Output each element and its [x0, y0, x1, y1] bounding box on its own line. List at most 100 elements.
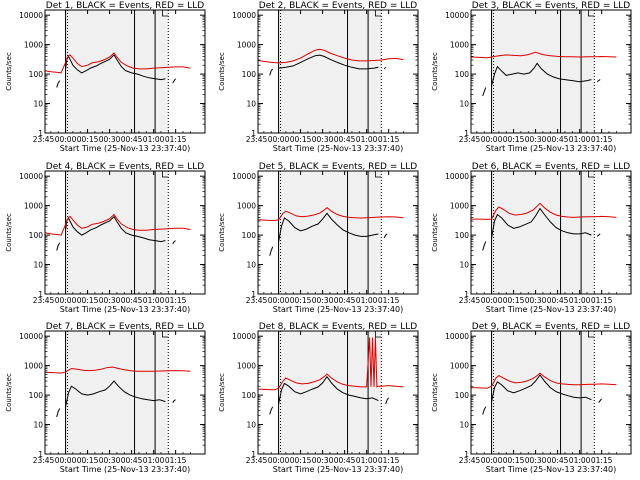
y-axis-label: Counts/sec [218, 213, 226, 252]
events-line-segment-3 [172, 78, 177, 84]
x-tick-label: 01:15 [591, 456, 613, 465]
chart-title: Det 8, BLACK = Events, RED = LLD [259, 322, 418, 332]
x-tick-label: 00:30 [99, 296, 121, 305]
x-tick-label: 01:15 [165, 135, 187, 144]
y-tick-label: 1 [38, 450, 43, 459]
corner-marker [375, 331, 382, 338]
y-tick-label: 1 [38, 129, 43, 138]
y-tick-label: 100 [455, 70, 470, 79]
chart-title: Det 1, BLACK = Events, RED = LLD [46, 1, 205, 11]
x-tick-label: 00:00 [481, 135, 503, 144]
y-tick-label: 10 [459, 100, 469, 109]
chart-panel-9: 1 10 100 1000 10000 23:45 00:00 00:15 00:30 00:45… [431, 322, 632, 474]
x-tick-label: 01:15 [378, 296, 400, 305]
chart-panel-2: 1 10 100 1000 10000 23:45 00:00 00:15 00:30 00:45… [218, 1, 419, 153]
x-axis-label: Start Time (25-Nov-13 23:37:40) [60, 305, 190, 314]
x-axis-label: Start Time (25-Nov-13 23:37:40) [273, 144, 403, 153]
x-tick-label: 00:45 [547, 296, 569, 305]
y-tick-label: 100 [29, 70, 44, 79]
y-tick-label: 10000 [232, 11, 256, 20]
x-axis-label: Start Time (25-Nov-13 23:37:40) [273, 465, 403, 474]
chart-panel-8: 1 10 100 1000 10000 23:45 00:00 00:15 00:30 00:45… [218, 322, 419, 474]
y-tick-label: 10 [246, 421, 256, 430]
lld-line-segment-1 [44, 366, 191, 374]
y-axis-label: Counts/sec [5, 213, 13, 252]
corner-marker [588, 171, 595, 178]
chart-title: Det 6, BLACK = Events, RED = LLD [472, 162, 631, 172]
events-line-segment-2 [491, 62, 592, 86]
shaded-region [65, 171, 169, 294]
x-tick-label: 00:30 [525, 456, 547, 465]
x-tick-label: 00:00 [268, 456, 290, 465]
x-tick-label: 01:00 [143, 135, 165, 144]
x-tick-label: 00:45 [334, 296, 356, 305]
x-tick-label: 00:15 [503, 296, 525, 305]
x-tick-label: 00:15 [77, 456, 99, 465]
x-tick-label: 00:45 [121, 296, 143, 305]
y-axis-label: Counts/sec [431, 213, 439, 252]
x-tick-label: 00:15 [503, 456, 525, 465]
y-tick-label: 1 [464, 450, 469, 459]
y-tick-label: 100 [242, 70, 257, 79]
x-tick-label: 01:00 [569, 135, 591, 144]
plot-frame [470, 330, 632, 455]
x-tick-label: 00:45 [334, 456, 356, 465]
x-tick-label: 00:15 [503, 135, 525, 144]
x-axis-label: Start Time (25-Nov-13 23:37:40) [486, 144, 616, 153]
chart-panel-6: 1 10 100 1000 10000 23:45 00:00 00:15 00:30 00:45… [431, 162, 632, 314]
y-tick-label: 1 [251, 129, 256, 138]
x-axis-label: Start Time (25-Nov-13 23:37:40) [273, 305, 403, 314]
shaded-region [491, 331, 595, 454]
events-line-segment-2 [278, 375, 379, 405]
x-tick-label: 00:15 [290, 135, 312, 144]
x-tick-label: 00:00 [55, 296, 77, 305]
shaded-region [65, 10, 169, 133]
y-tick-label: 1000 [237, 41, 256, 50]
x-tick-label: 23:45 [33, 135, 55, 144]
x-tick-label: 00:45 [547, 135, 569, 144]
x-tick-label: 01:00 [569, 296, 591, 305]
chart-title: Det 3, BLACK = Events, RED = LLD [472, 1, 631, 11]
x-tick-label: 23:45 [459, 456, 481, 465]
x-tick-label: 01:15 [165, 456, 187, 465]
x-tick-label: 23:45 [246, 135, 268, 144]
chart-panel-3: 1 10 100 1000 10000 23:45 00:00 00:15 00:30 00:45… [431, 1, 632, 153]
events-line-segment-3 [596, 79, 601, 83]
y-tick-label: 100 [242, 391, 257, 400]
plot-frame [257, 9, 419, 134]
lld-line-segment-1 [257, 48, 404, 64]
events-line-segment-1 [482, 406, 487, 415]
y-tick-label: 10 [459, 421, 469, 430]
y-tick-label: 10 [33, 100, 43, 109]
x-tick-label: 00:00 [268, 296, 290, 305]
chart-panel-4: 1 10 100 1000 10000 23:45 00:00 00:15 00:30 00:45… [5, 162, 206, 314]
plot-frame [470, 170, 632, 295]
events-line-segment-2 [491, 374, 592, 402]
y-tick-label: 1000 [450, 202, 469, 211]
x-tick-label: 00:00 [55, 456, 77, 465]
x-tick-label: 00:00 [55, 135, 77, 144]
x-tick-label: 01:15 [591, 135, 613, 144]
x-tick-label: 01:00 [569, 456, 591, 465]
lld-line-segment-1 [470, 51, 617, 59]
x-tick-label: 00:30 [312, 296, 334, 305]
x-tick-label: 23:45 [459, 296, 481, 305]
events-line-segment-2 [65, 380, 166, 407]
x-tick-label: 00:30 [99, 456, 121, 465]
lld-line-segment-1 [257, 207, 404, 222]
events-line-segment-3 [385, 397, 389, 405]
y-tick-label: 100 [29, 231, 44, 240]
y-tick-label: 10000 [445, 332, 469, 341]
plot-frame [257, 170, 419, 295]
chart-panel-7: 1 10 100 1000 10000 23:45 00:00 00:15 00:30 00:45… [5, 322, 206, 474]
shaded-region [65, 331, 169, 454]
corner-marker [162, 10, 169, 17]
y-tick-label: 1 [251, 450, 256, 459]
y-tick-label: 10 [33, 421, 43, 430]
events-line-segment-1 [482, 87, 487, 97]
events-line-segment-1 [56, 80, 61, 88]
plot-frame [44, 9, 206, 134]
shaded-region [278, 10, 382, 133]
events-line-segment-1 [269, 68, 274, 76]
